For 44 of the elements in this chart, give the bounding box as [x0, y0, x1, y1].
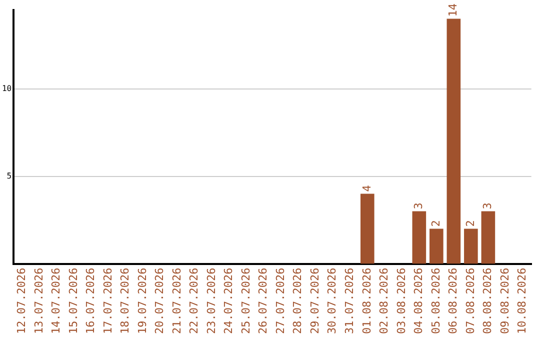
bar	[446, 18, 461, 264]
x-tick-label: 20.07.2026	[153, 268, 166, 334]
bar	[481, 211, 496, 264]
data-label: 3	[481, 202, 494, 210]
x-tick-label: 23.07.2026	[204, 268, 218, 334]
x-tick-label: 09.08.2026	[498, 268, 512, 334]
x-tick-label: 10.08.2026	[516, 268, 529, 334]
x-tick-label: 07.08.2026	[464, 268, 477, 334]
x-tick-label: 02.08.2026	[378, 268, 391, 334]
x-tick-label: 25.07.2026	[239, 268, 252, 334]
data-label: 4	[360, 184, 374, 192]
x-tick-label: 19.07.2026	[136, 268, 149, 334]
y-tick-label: 5	[6, 171, 12, 180]
x-tick-label: 08.08.2026	[481, 268, 494, 334]
x-tick-label: 13.07.2026	[32, 268, 46, 334]
bar	[412, 211, 426, 264]
x-tick-label: 22.07.2026	[188, 268, 201, 334]
x-tick-label: 21.07.2026	[170, 268, 184, 334]
x-tick-label: 05.08.2026	[429, 268, 442, 334]
data-label: 14	[446, 3, 460, 17]
bar	[360, 194, 374, 264]
x-tick-label: 27.07.2026	[274, 268, 287, 334]
x-tick-label: 29.07.2026	[308, 268, 322, 334]
x-tick-label: 16.07.2026	[84, 268, 98, 334]
x-tick-label: 01.08.2026	[360, 268, 374, 334]
data-label: 2	[464, 220, 477, 227]
data-label: 2	[429, 220, 442, 227]
x-tick-label: 15.07.2026	[66, 268, 80, 334]
x-tick-label: 06.08.2026	[446, 268, 460, 334]
x-tick-label: 12.07.2026	[15, 268, 28, 334]
x-tick-label: 17.07.2026	[101, 268, 114, 334]
x-tick-label: 28.07.2026	[291, 268, 304, 334]
x-tick-label: 30.07.2026	[326, 268, 339, 334]
x-tick-label: 18.07.2026	[118, 268, 132, 334]
x-tick-label: 31.07.2026	[342, 268, 356, 334]
x-tick-label: 26.07.2026	[256, 268, 270, 334]
x-tick-label: 24.07.2026	[222, 268, 236, 334]
x-tick-label: 04.08.2026	[412, 268, 426, 334]
x-tick-label: 14.07.2026	[50, 268, 63, 334]
x-tick-label: 03.08.2026	[394, 268, 408, 334]
bar	[430, 228, 444, 264]
data-label: 3	[412, 202, 426, 210]
bar	[464, 228, 478, 264]
y-tick-label: 10	[2, 84, 12, 93]
